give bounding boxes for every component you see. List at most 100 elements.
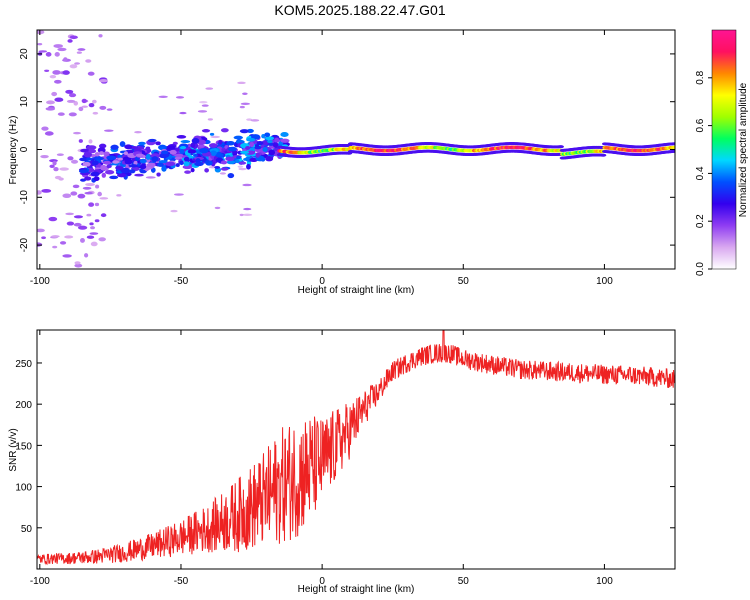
- spectrogram-y-ticks: -20 -10 0 10 20: [19, 48, 675, 252]
- x-tick-label: 0: [319, 276, 325, 287]
- spectrogram-cell: [74, 261, 81, 265]
- spectrogram-cell: [219, 172, 226, 175]
- spectrogram-cell: [199, 100, 208, 104]
- spectrogram-cell: [250, 119, 260, 122]
- spectrogram-cell: [88, 202, 95, 207]
- spectrogram-cell: [264, 132, 271, 138]
- y-tick-label: 100: [15, 483, 32, 494]
- spectrogram-cell: [106, 108, 113, 111]
- spectrogram-cell: [79, 157, 89, 162]
- spectrogram-cell: [197, 110, 208, 113]
- spectrogram-cell: [123, 151, 129, 156]
- spectrogram-cell: [89, 222, 94, 226]
- x-tick-label: 50: [458, 276, 470, 287]
- spectrogram-cell: [220, 128, 229, 133]
- spectrogram-cell: [139, 164, 147, 170]
- snr-frame: [36, 329, 676, 570]
- spectrogram-cell: [161, 150, 169, 155]
- spectrogram-cell: [81, 105, 88, 108]
- spectrogram-cell: [243, 207, 252, 211]
- spectrogram-cell: [227, 173, 235, 179]
- spectrogram-cell: [235, 159, 240, 164]
- spectrogram-cell: [99, 151, 104, 156]
- spectrogram-cell: [128, 164, 139, 168]
- spectrogram-cell: [116, 194, 122, 197]
- spectrogram-cell: [38, 50, 48, 53]
- spectrogram-cell: [97, 147, 106, 154]
- y-tick-label: 0: [19, 146, 30, 152]
- spectrogram-cell: [94, 202, 100, 207]
- spectrogram-cell: [156, 172, 161, 177]
- spectrogram-cell: [194, 161, 204, 167]
- spectrogram-cell: [67, 39, 73, 43]
- snr-y-ticks: 50 100 150 200 250: [15, 359, 675, 535]
- spectrogram-cell: [72, 184, 80, 189]
- spectrogram-cell: [99, 79, 108, 83]
- spectrogram-cell: [80, 238, 85, 243]
- spectrogram-cell: [242, 213, 253, 217]
- spectrogram-cell: [88, 149, 97, 154]
- spectrogram-cell: [100, 213, 107, 218]
- spectrogram-cell: [671, 149, 675, 153]
- spectrogram-cell: [102, 160, 112, 165]
- spectrogram-cell: [69, 35, 78, 40]
- spectrogram-cell: [109, 175, 119, 180]
- y-tick-label: 150: [15, 441, 32, 452]
- y-tick-label: 250: [15, 359, 32, 370]
- spectrogram-cell: [65, 89, 74, 94]
- x-tick-label: 100: [596, 576, 613, 587]
- spectrogram-cell: [54, 97, 64, 102]
- spectrogram-cell: [45, 107, 56, 111]
- spectrogram-cell: [245, 146, 251, 150]
- spectrogram-cell: [51, 91, 58, 97]
- spectrogram-cell: [56, 153, 64, 156]
- colorbar-tick-label: 0.0: [695, 262, 706, 276]
- spectrogram-cell: [54, 52, 60, 57]
- colorbar-ticks: 0.0 0.2 0.4 0.6 0.8: [695, 70, 712, 276]
- spectrogram-cell: [90, 171, 100, 177]
- spectrogram-cell: [280, 131, 289, 138]
- spectrogram-cell: [175, 96, 185, 99]
- spectrogram-cell: [37, 228, 45, 233]
- spectrogram-cell: [237, 81, 246, 85]
- spectrogram-cell: [124, 158, 133, 165]
- colorbar-tick-label: 0.2: [695, 214, 706, 228]
- spectrogram-cell: [74, 263, 83, 268]
- spectrogram-cell: [210, 135, 221, 139]
- spectrogram-cell: [151, 156, 159, 162]
- spectrogram-cell: [53, 44, 63, 48]
- spectrogram-cell: [77, 48, 86, 51]
- spectrogram-cell: [90, 241, 98, 247]
- spectrogram-cell: [165, 161, 176, 167]
- spectrogram-cell: [41, 236, 46, 240]
- spectrogram-cell: [208, 143, 218, 148]
- spectrogram-cell: [118, 157, 123, 161]
- spectrogram-cell: [65, 212, 74, 216]
- spectrogram-cell: [237, 165, 244, 168]
- spectrogram-cell: [98, 237, 106, 242]
- snr-y-axis-label: SNR (v/v): [8, 428, 19, 471]
- spectrogram-cell: [49, 164, 55, 169]
- spectrogram-cell: [180, 140, 191, 144]
- spectrogram-cell: [101, 172, 107, 178]
- spectrogram-cell: [73, 222, 82, 227]
- spectrogram-cell: [87, 167, 95, 173]
- spectrogram-cell: [98, 34, 103, 38]
- colorbar-label: Normalized spectral amplitude: [738, 82, 749, 217]
- spectrogram-cell: [167, 145, 176, 150]
- spectrogram-cell: [183, 156, 190, 162]
- snr-plot-area: [37, 330, 675, 569]
- spectrogram-cell: [207, 118, 213, 121]
- spectrogram-cell: [218, 139, 223, 145]
- spectrogram-cell: [41, 188, 52, 193]
- spectrogram-cell: [671, 145, 675, 150]
- spectrogram-x-ticks: -100 -50 0 50 100: [30, 30, 613, 287]
- colorbar-gradient: [711, 29, 737, 270]
- spectrogram-cell: [94, 152, 100, 157]
- spectrogram-cell: [78, 139, 83, 143]
- spectrogram-cell: [54, 175, 62, 180]
- spectrogram-cell: [74, 62, 81, 65]
- y-tick-label: 10: [19, 96, 30, 108]
- spectrogram-cell: [86, 157, 93, 161]
